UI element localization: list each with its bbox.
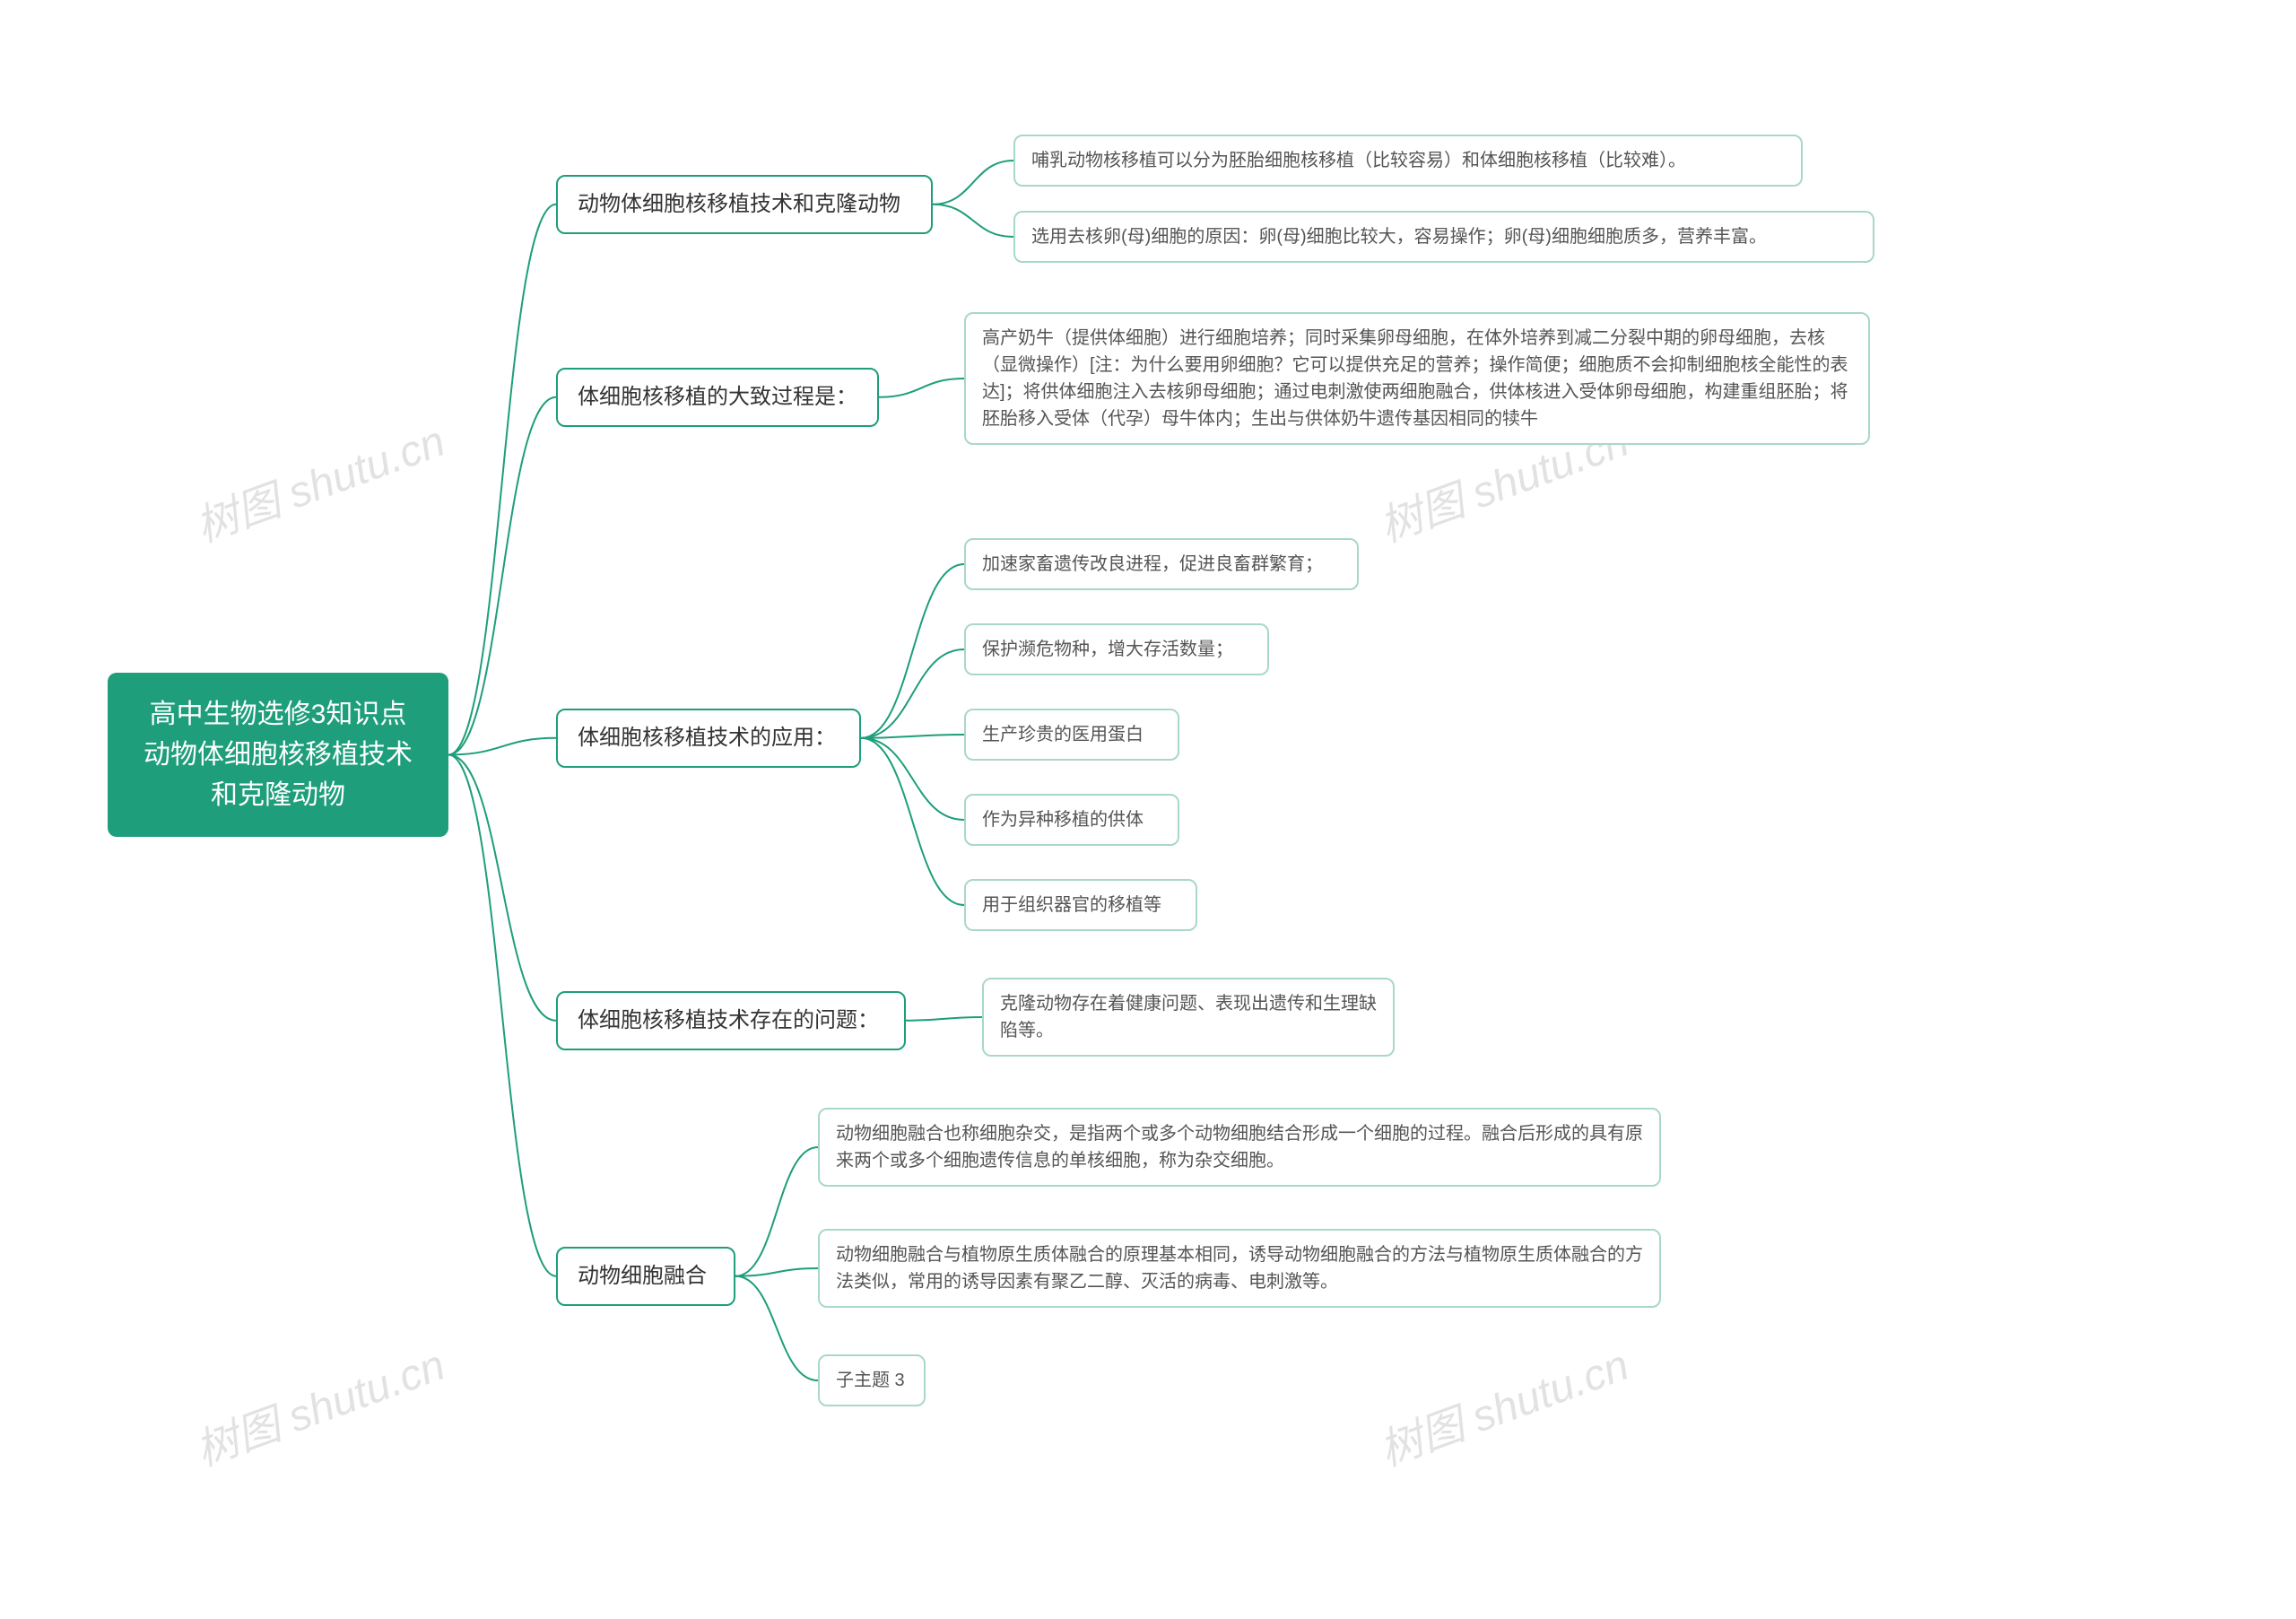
branch-node-5[interactable]: 动物细胞融合 bbox=[556, 1247, 735, 1306]
leaf-node-3-2[interactable]: 保护濒危物种，增大存活数量； bbox=[964, 623, 1269, 675]
leaf-node-3-4[interactable]: 作为异种移植的供体 bbox=[964, 794, 1179, 846]
leaf-node-1-1[interactable]: 哺乳动物核移植可以分为胚胎细胞核移植（比较容易）和体细胞核移植（比较难）。 bbox=[1013, 135, 1803, 187]
leaf-node-3-5[interactable]: 用于组织器官的移植等 bbox=[964, 879, 1197, 931]
leaf-node-3-1[interactable]: 加速家畜遗传改良进程，促进良畜群繁育； bbox=[964, 538, 1359, 590]
leaf-node-5-1[interactable]: 动物细胞融合也称细胞杂交，是指两个或多个动物细胞结合形成一个细胞的过程。融合后形… bbox=[818, 1108, 1661, 1187]
watermark: 树图 shutu.cn bbox=[186, 1329, 452, 1477]
branch-node-3[interactable]: 体细胞核移植技术的应用： bbox=[556, 709, 861, 768]
watermark: 树图 shutu.cn bbox=[1370, 1329, 1636, 1477]
leaf-node-2-1[interactable]: 高产奶牛（提供体细胞）进行细胞培养；同时采集卵母细胞，在体外培养到减二分裂中期的… bbox=[964, 312, 1870, 445]
branch-node-1[interactable]: 动物体细胞核移植技术和克隆动物 bbox=[556, 175, 933, 234]
leaf-node-5-3[interactable]: 子主题 3 bbox=[818, 1354, 926, 1406]
leaf-node-5-2[interactable]: 动物细胞融合与植物原生质体融合的原理基本相同，诱导动物细胞融合的方法与植物原生质… bbox=[818, 1229, 1661, 1308]
branch-node-2[interactable]: 体细胞核移植的大致过程是： bbox=[556, 368, 879, 427]
root-node[interactable]: 高中生物选修3知识点 动物体细胞核移植技术和克隆动物 bbox=[108, 673, 448, 837]
mindmap-canvas: 树图 shutu.cn 树图 shutu.cn 树图 shutu.cn 树图 s… bbox=[0, 0, 2296, 1619]
leaf-node-4-1[interactable]: 克隆动物存在着健康问题、表现出遗传和生理缺陷等。 bbox=[982, 978, 1395, 1057]
leaf-node-3-3[interactable]: 生产珍贵的医用蛋白 bbox=[964, 709, 1179, 761]
leaf-node-1-2[interactable]: 选用去核卵(母)细胞的原因：卵(母)细胞比较大，容易操作；卵(母)细胞细胞质多，… bbox=[1013, 211, 1874, 263]
watermark: 树图 shutu.cn bbox=[186, 405, 452, 553]
branch-node-4[interactable]: 体细胞核移植技术存在的问题： bbox=[556, 991, 906, 1050]
